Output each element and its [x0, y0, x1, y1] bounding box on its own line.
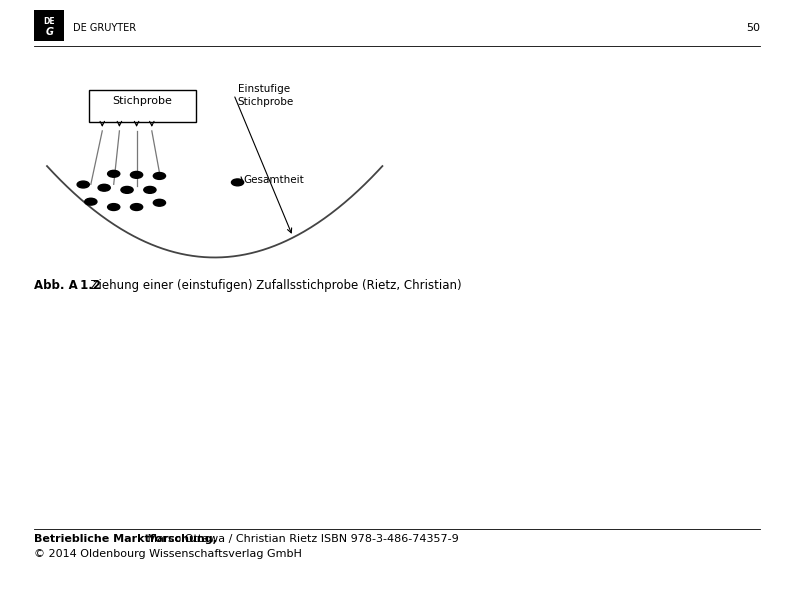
Text: Marco Ottawa / Christian Rietz ISBN 978-3-486-74357-9: Marco Ottawa / Christian Rietz ISBN 978-… — [144, 535, 458, 544]
Text: 50: 50 — [746, 23, 760, 33]
Text: Einstufige
Stichprobe: Einstufige Stichprobe — [237, 83, 294, 107]
Text: Gesamtheit: Gesamtheit — [243, 175, 304, 185]
Circle shape — [98, 184, 110, 191]
Circle shape — [108, 204, 120, 210]
Circle shape — [153, 199, 165, 206]
Text: © 2014 Oldenbourg Wissenschaftsverlag GmbH: © 2014 Oldenbourg Wissenschaftsverlag Gm… — [34, 550, 302, 559]
Text: DE: DE — [44, 17, 55, 26]
Bar — [89, 90, 195, 122]
Circle shape — [77, 181, 89, 188]
Text: Betriebliche Marktforschung,: Betriebliche Marktforschung, — [34, 535, 217, 544]
Circle shape — [130, 172, 143, 178]
Circle shape — [85, 198, 97, 205]
Circle shape — [130, 204, 143, 210]
Text: Stichprobe: Stichprobe — [112, 97, 172, 106]
Circle shape — [144, 187, 156, 193]
Circle shape — [232, 179, 244, 186]
Circle shape — [153, 172, 165, 179]
Text: G: G — [45, 27, 53, 37]
Text: DE GRUYTER: DE GRUYTER — [73, 23, 137, 33]
Text: Ziehung einer (einstufigen) Zufallsstichprobe (Rietz, Christian): Ziehung einer (einstufigen) Zufallsstich… — [83, 279, 462, 292]
Text: Abb. A 1.2: Abb. A 1.2 — [34, 279, 101, 292]
Circle shape — [108, 170, 120, 177]
Circle shape — [121, 187, 133, 193]
